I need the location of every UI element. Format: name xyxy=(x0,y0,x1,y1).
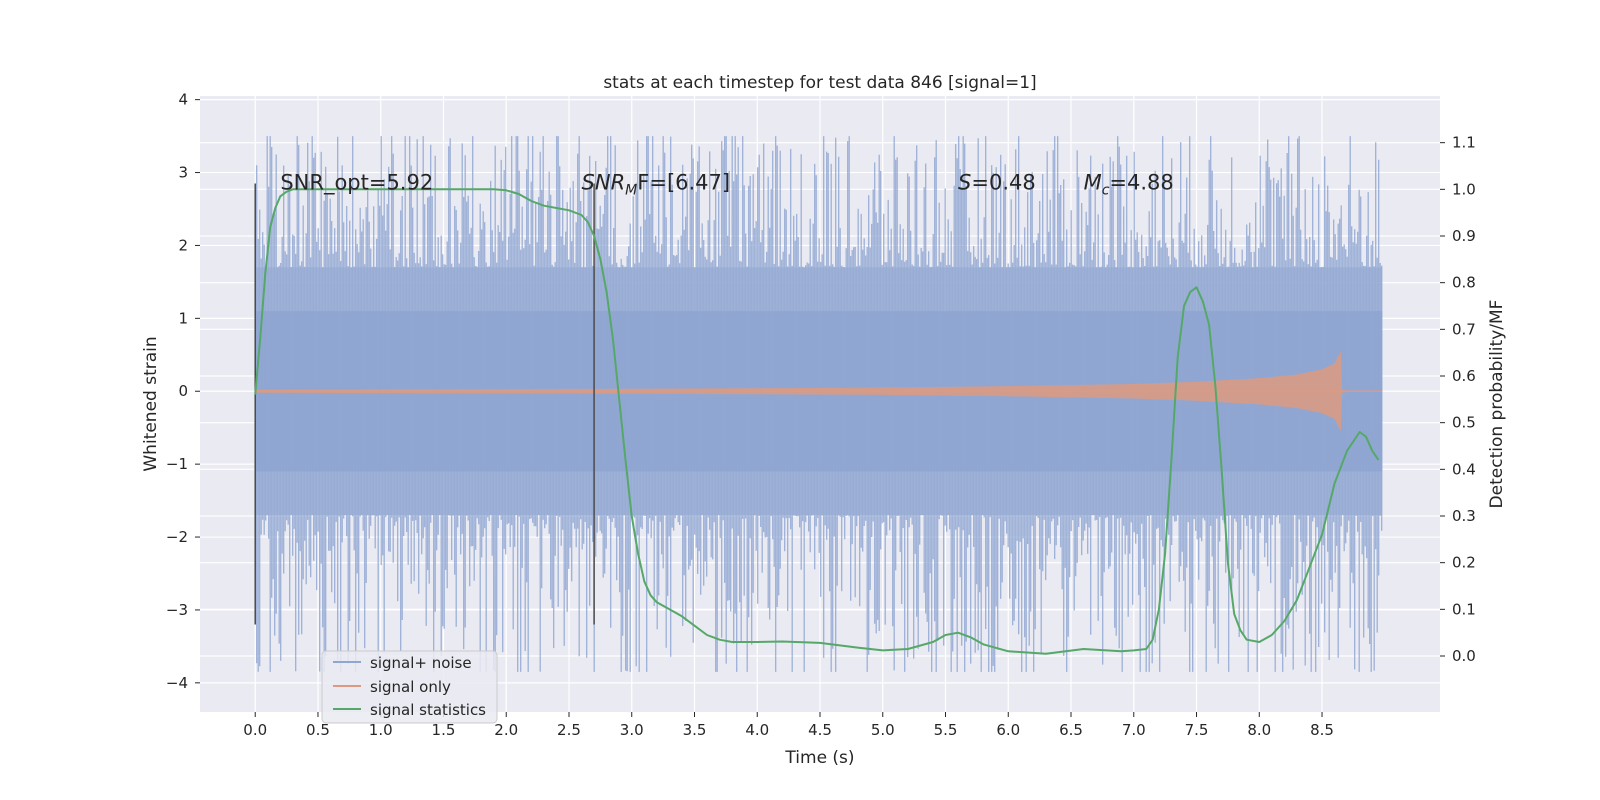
series-signal-only xyxy=(255,351,1383,432)
x-tick-label: 2.0 xyxy=(494,721,518,739)
chart-title: stats at each timestep for test data 846… xyxy=(603,73,1036,93)
vertical-markers xyxy=(254,183,595,625)
y-tick-label-left: 3 xyxy=(178,164,188,182)
x-tick-label: 7.5 xyxy=(1185,721,1209,739)
legend: signal+ noise signal only signal statist… xyxy=(321,650,498,724)
annotation-main: M xyxy=(1084,170,1102,194)
x-tick-label: 8.0 xyxy=(1247,721,1271,739)
y-tick-label-left: −3 xyxy=(166,601,188,619)
y-tick-label-right: 0.6 xyxy=(1452,367,1476,385)
y-tick-label-right: 0.3 xyxy=(1452,507,1476,525)
legend-label-signal-only: signal only xyxy=(370,678,451,696)
annotation-0: SNR_opt=5.92 xyxy=(280,170,433,195)
x-tick-label: 7.0 xyxy=(1122,721,1146,739)
y-tick-label-left: 0 xyxy=(178,382,188,400)
y-tick-label-right: 0.7 xyxy=(1452,320,1476,338)
y-tick-label-right: 0.4 xyxy=(1452,460,1476,478)
y-axis-left-label: Whitened strain xyxy=(141,336,161,471)
y-axis-right-ticks: 0.0 0.1 0.2 0.3 0.4 0.5 0.6 0.7 0.8 0.9 1.0 1.1 xyxy=(1440,134,1476,665)
y-tick-label-left: −2 xyxy=(166,528,188,546)
x-axis-label: Time (s) xyxy=(784,748,854,768)
plot-area xyxy=(254,136,1383,672)
y-tick-label-left: 4 xyxy=(178,91,188,109)
y-tick-label-right: 0.2 xyxy=(1452,554,1476,572)
y-tick-label-right: 0.8 xyxy=(1452,274,1476,292)
x-tick-label: 5.0 xyxy=(871,721,895,739)
legend-label-signal-statistics: signal statistics xyxy=(370,701,486,719)
x-tick-label: 0.5 xyxy=(306,721,330,739)
x-tick-label: 5.5 xyxy=(934,721,958,739)
legend-label-signal-plus-noise: signal+ noise xyxy=(370,654,472,672)
y-tick-label-right: 0.9 xyxy=(1452,227,1476,245)
y-tick-label-right: 1.0 xyxy=(1452,180,1476,198)
y-tick-label-right: 0.0 xyxy=(1452,647,1476,665)
series-signal-statistics xyxy=(254,188,1380,655)
y-tick-label-left: −1 xyxy=(166,455,188,473)
annotation-3: Mc=4.88 xyxy=(1084,170,1174,198)
x-axis-ticks: 0.0 0.5 1.0 1.5 2.0 2.5 3.0 3.5 4.0 4.5 5.0 5.5 6.0 6… xyxy=(243,712,1334,739)
signal-statistics-line xyxy=(254,188,1380,655)
annotation-tail: F=[6.47] xyxy=(637,170,730,194)
x-tick-label: 8.5 xyxy=(1310,721,1334,739)
x-tick-label: 4.5 xyxy=(808,721,832,739)
y-tick-label-right: 0.1 xyxy=(1452,600,1476,618)
annotation-sub: M xyxy=(625,182,637,198)
y-tick-label-left: 1 xyxy=(178,309,188,327)
x-tick-label: 1.5 xyxy=(432,721,456,739)
annotation-sub: c xyxy=(1102,182,1110,198)
annotation-main: SNR xyxy=(582,170,626,194)
annotation-1: SNRMF=[6.47] xyxy=(582,170,731,198)
y-tick-label-left: −4 xyxy=(166,674,188,692)
annotation-tail: =4.88 xyxy=(1109,170,1173,194)
annotation-tail: =0.48 xyxy=(971,170,1035,194)
x-tick-label: 1.0 xyxy=(369,721,393,739)
x-tick-label: 6.5 xyxy=(1059,721,1083,739)
y-axis-right-label: Detection probability/MF xyxy=(1487,300,1507,509)
x-tick-label: 4.0 xyxy=(745,721,769,739)
x-tick-label: 6.0 xyxy=(996,721,1020,739)
x-tick-label: 2.5 xyxy=(557,721,581,739)
x-tick-label: 3.0 xyxy=(620,721,644,739)
x-tick-label: 0.0 xyxy=(243,721,267,739)
y-tick-label-right: 1.1 xyxy=(1452,134,1476,152)
annotations: SNR_opt=5.92 SNRMF=[6.47] S=0.48 Mc=4.88 xyxy=(280,170,1173,198)
annotation-2: S=0.48 xyxy=(958,170,1036,194)
y-axis-left-ticks: −4 −3 −2 −1 0 1 2 3 4 xyxy=(166,91,200,692)
y-tick-label-right: 0.5 xyxy=(1452,414,1476,432)
annotation-main: S xyxy=(958,170,971,194)
x-tick-label: 3.5 xyxy=(683,721,707,739)
y-tick-label-left: 2 xyxy=(178,236,188,254)
legend-box xyxy=(321,650,498,724)
